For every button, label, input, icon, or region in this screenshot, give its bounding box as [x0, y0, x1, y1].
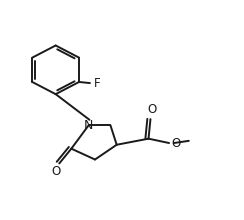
Text: F: F: [93, 77, 100, 90]
Text: O: O: [51, 165, 60, 178]
Text: O: O: [171, 137, 180, 150]
Text: N: N: [84, 119, 93, 132]
Text: O: O: [147, 103, 156, 116]
